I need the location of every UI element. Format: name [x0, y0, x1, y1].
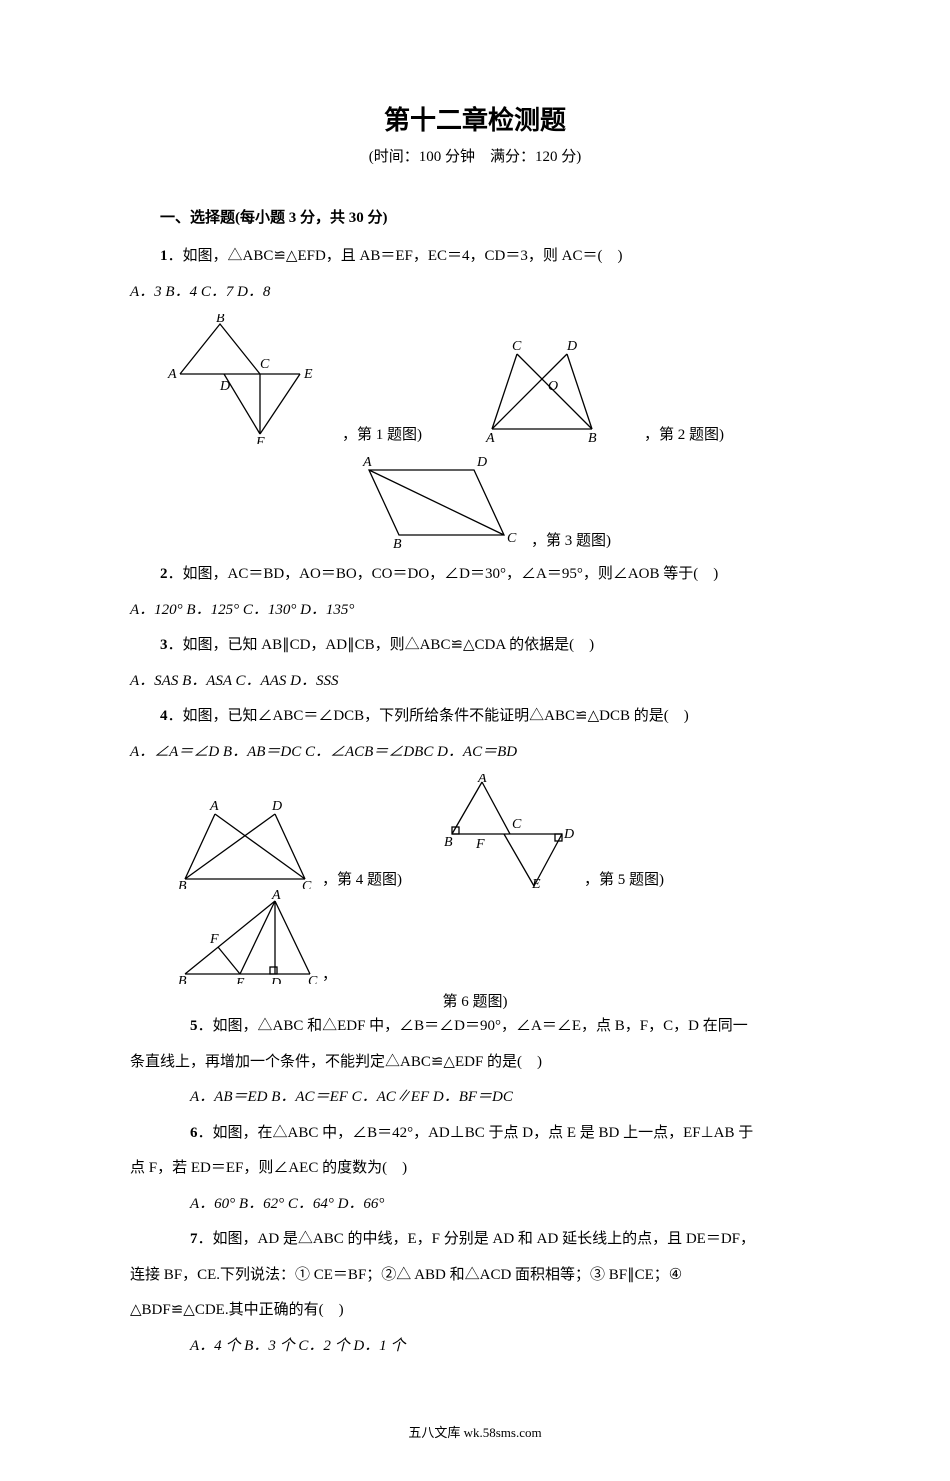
- svg-text:B: B: [588, 431, 597, 444]
- question-5: 5．如图，△ABC 和△EDF 中，∠B＝∠D＝90°，∠A＝∠E，点 B，F，…: [190, 1011, 820, 1043]
- question-2: 2．如图，AC＝BD，AO＝BO，CO＝DO，∠D＝30°，∠A＝95°，则∠A…: [160, 559, 820, 591]
- svg-text:E: E: [531, 877, 541, 889]
- page-subtitle: (时间：100 分钟 满分：120 分): [130, 145, 820, 166]
- svg-text:D: D: [219, 379, 230, 394]
- q1-options: A．3 B．4 C．7 D．8: [130, 277, 820, 309]
- svg-text:D: D: [271, 799, 282, 814]
- q5-text-b: 条直线上，再增加一个条件，不能判定△ABC≌△EDF 的是( ): [130, 1047, 820, 1079]
- question-1: 1．如图，△ABC≌△EFD，且 AB＝EF，EC＝4，CD＝3，则 AC＝( …: [160, 241, 820, 273]
- fig3-svg: A D B C: [339, 450, 529, 550]
- q2-number: 2: [160, 566, 168, 582]
- fig6-caption: 第 6 题图): [130, 990, 820, 1011]
- fig4-caption: ，第 4 题图): [322, 868, 402, 889]
- question-6: 6．如图，在△ABC 中，∠B＝42°，AD⊥BC 于点 D，点 E 是 BD …: [190, 1118, 820, 1150]
- fig4-svg: A D B C: [170, 794, 320, 889]
- svg-text:A: A: [271, 889, 281, 903]
- svg-text:B: B: [444, 835, 453, 850]
- question-4: 4．如图，已知∠ABC＝∠DCB，下列所给条件不能证明△ABC≌△DCB 的是(…: [160, 701, 820, 733]
- svg-text:A: A: [362, 455, 372, 470]
- figure-row-1: B A D C E F ，第 1 题图): [160, 314, 820, 444]
- svg-text:D: D: [270, 976, 281, 984]
- page-footer: 五八文库 wk.58sms.com: [130, 1422, 820, 1441]
- figure-6: A B F E D C ，: [170, 889, 337, 984]
- q1-number: 1: [160, 248, 168, 264]
- figure-4: A D B C ，第 4 题图): [170, 794, 402, 889]
- q4-text: ．如图，已知∠ABC＝∠DCB，下列所给条件不能证明△ABC≌△DCB 的是( …: [168, 708, 689, 724]
- page-container: 第十二章检测题 (时间：100 分钟 满分：120 分) 一、选择题(每小题 3…: [0, 0, 950, 1481]
- svg-text:C: C: [302, 879, 312, 889]
- fig2-caption: ，第 2 题图): [644, 423, 724, 444]
- svg-text:A: A: [209, 799, 219, 814]
- q4-options: A．∠A＝∠D B．AB＝DC C．∠ACB＝∠DBC D．AC＝BD: [130, 737, 820, 769]
- fig5-svg: A B F C D E: [432, 774, 582, 889]
- q7-text-a: ．如图，AD 是△ABC 的中线，E，F 分别是 AD 和 AD 延长线上的点，…: [198, 1231, 756, 1247]
- fig6-svg: A B F E D C: [170, 889, 320, 984]
- svg-text:B: B: [216, 314, 225, 326]
- svg-text:B: B: [393, 537, 402, 550]
- fig1-svg: B A D C E F: [160, 314, 340, 444]
- q7-options: A．4 个 B．3 个 C．2 个 D．1 个: [190, 1331, 820, 1363]
- q6-text-a: ．如图，在△ABC 中，∠B＝42°，AD⊥BC 于点 D，点 E 是 BD 上…: [198, 1125, 754, 1141]
- svg-text:O: O: [548, 379, 558, 394]
- q6-text-b: 点 F，若 ED＝EF，则∠AEC 的度数为( ): [130, 1153, 820, 1185]
- figure-3-wrap: A D B C ，第 3 题图): [130, 450, 820, 555]
- q5-number: 5: [190, 1018, 198, 1034]
- fig3-caption: ，第 3 题图): [531, 529, 611, 550]
- svg-text:D: D: [566, 339, 577, 354]
- fig2-svg: C D O A B: [462, 334, 642, 444]
- q6-number: 6: [190, 1125, 198, 1141]
- question-7: 7．如图，AD 是△ABC 的中线，E，F 分别是 AD 和 AD 延长线上的点…: [190, 1224, 820, 1256]
- svg-text:E: E: [303, 367, 313, 382]
- figure-5: A B F C D E ，第 5 题图): [432, 774, 664, 889]
- svg-text:B: B: [178, 879, 187, 889]
- page-title: 第十二章检测题: [130, 100, 820, 137]
- q3-text: ．如图，已知 AB∥CD，AD∥CB，则△ABC≌△CDA 的依据是( ): [168, 637, 595, 653]
- subtitle-time: (时间：100 分钟: [369, 149, 475, 165]
- svg-text:A: A: [167, 367, 177, 382]
- svg-text:F: F: [475, 837, 485, 852]
- q4-number: 4: [160, 708, 168, 724]
- svg-text:C: C: [260, 357, 270, 372]
- q3-options: A．SAS B．ASA C．AAS D．SSS: [130, 666, 820, 698]
- svg-text:D: D: [563, 827, 574, 842]
- q2-text: ．如图，AC＝BD，AO＝BO，CO＝DO，∠D＝30°，∠A＝95°，则∠AO…: [168, 566, 719, 582]
- svg-text:C: C: [507, 531, 517, 546]
- svg-text:C: C: [512, 817, 522, 832]
- q5-text-a: ．如图，△ABC 和△EDF 中，∠B＝∠D＝90°，∠A＝∠E，点 B，F，C…: [198, 1018, 748, 1034]
- figure-1: B A D C E F ，第 1 题图): [160, 314, 422, 444]
- svg-text:C: C: [512, 339, 522, 354]
- section-heading: 一、选择题(每小题 3 分，共 30 分): [160, 206, 820, 227]
- q2-options: A．120° B．125° C．130° D．135°: [130, 595, 820, 627]
- q1-text: ．如图，△ABC≌△EFD，且 AB＝EF，EC＝4，CD＝3，则 AC＝( ): [168, 248, 623, 264]
- fig1-caption: ，第 1 题图): [342, 423, 422, 444]
- svg-text:B: B: [178, 974, 187, 984]
- svg-text:E: E: [235, 976, 245, 984]
- q3-number: 3: [160, 637, 168, 653]
- q5-options: A．AB＝ED B．AC＝EF C．AC∥EF D．BF＝DC: [190, 1082, 820, 1114]
- q7-number: 7: [190, 1231, 198, 1247]
- svg-text:F: F: [209, 932, 219, 947]
- q7-text-b: 连接 BF，CE.下列说法：① CE＝BF；②△ ABD 和△ACD 面积相等；…: [130, 1260, 820, 1292]
- svg-text:A: A: [485, 431, 495, 444]
- svg-text:D: D: [476, 455, 487, 470]
- figure-row-2: A D B C ，第 4 题图): [170, 774, 820, 984]
- svg-text:F: F: [255, 435, 265, 444]
- question-3: 3．如图，已知 AB∥CD，AD∥CB，则△ABC≌△CDA 的依据是( ): [160, 630, 820, 662]
- svg-text:C: C: [308, 974, 318, 984]
- q6-options: A．60° B．62° C．64° D．66°: [190, 1189, 820, 1221]
- svg-text:A: A: [477, 774, 487, 786]
- subtitle-score: 满分：120 分): [490, 149, 581, 165]
- fig5-caption: ，第 5 题图): [584, 868, 664, 889]
- figure-2: C D O A B ，第 2 题图): [462, 334, 724, 444]
- q7-text-c: △BDF≌△CDE.其中正确的有( ): [130, 1295, 820, 1327]
- fig6-comma: ，: [322, 963, 337, 984]
